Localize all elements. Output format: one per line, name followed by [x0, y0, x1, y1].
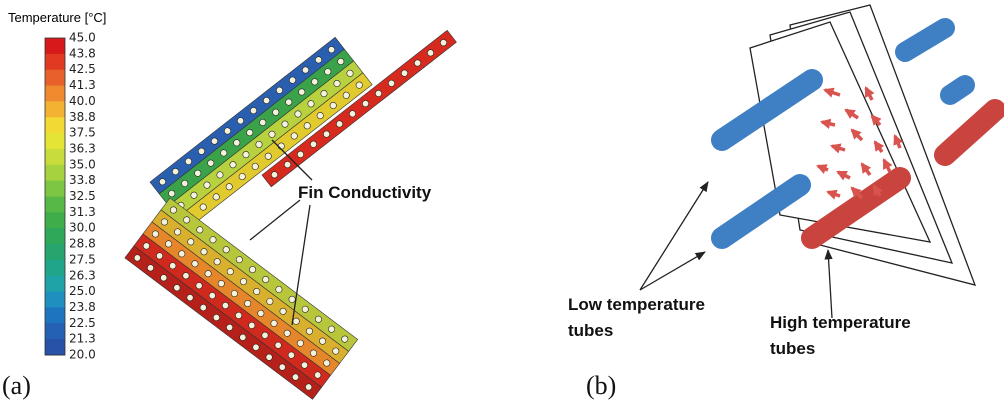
colorbar-tick: 45.0: [69, 31, 96, 45]
colorbar-band: [45, 276, 65, 292]
annotation: Fin Conductivity: [298, 183, 432, 202]
colorbar-tick: 26.3: [69, 268, 96, 282]
fin-arm: [125, 198, 358, 399]
colorbar-tick: 43.8: [69, 46, 96, 60]
colorbar-tick: 35.0: [69, 157, 96, 171]
panel-label: (a): [2, 371, 31, 400]
tube-low: [950, 85, 965, 95]
colorbar-tick: 42.5: [69, 62, 96, 76]
colorbar-band: [45, 323, 65, 339]
high-label: tubes: [770, 339, 815, 358]
tube-low: [905, 28, 945, 52]
colorbar-tick: 25.0: [69, 284, 96, 298]
colorbar-band: [45, 54, 65, 70]
colorbar-band: [45, 339, 65, 355]
colorbar-tick: 22.5: [69, 316, 96, 330]
colorbar-tick: 31.3: [69, 205, 96, 219]
figure: Temperature [°C] 45.043.8 42.5 41.3 40.0 38.…: [0, 0, 1004, 412]
tube-high: [945, 110, 995, 155]
colorbar-tick: 32.5: [69, 189, 96, 203]
colorbar-band: [45, 165, 65, 181]
colorbar-band: [45, 212, 65, 228]
colorbar-tick: 40.0: [69, 94, 96, 108]
colorbar-band: [45, 133, 65, 149]
colorbar-tick: 27.5: [69, 252, 96, 266]
panel-label: (b): [586, 371, 616, 400]
colorbar-tick: 36.3: [69, 141, 96, 155]
colorbar: 45.043.8 42.5 41.3 40.0 38.8 37.536.3 35.0 33.8…: [45, 31, 96, 362]
colorbar-tick: 23.8: [69, 300, 96, 314]
pointer: [640, 252, 705, 290]
colorbar-band: [45, 307, 65, 323]
colorbar-tick: 21.3: [69, 332, 96, 346]
colorbar-band: [45, 197, 65, 213]
heat-exchanger: [722, 5, 995, 285]
low-label: Low temperature: [568, 295, 705, 314]
colorbar-tick: 38.8: [69, 110, 96, 124]
colorbar-tick: 30.0: [69, 221, 96, 235]
annotation-line: [250, 200, 300, 240]
colorbar-band: [45, 260, 65, 276]
colorbar-tick: 41.3: [69, 78, 96, 92]
low-label: tubes: [568, 321, 613, 340]
colorbar-band: [45, 86, 65, 102]
colorbar-title: Temperature [°C]: [8, 10, 106, 25]
thermal-model: [125, 30, 457, 399]
colorbar-tick: 20.0: [69, 348, 96, 362]
colorbar-band: [45, 101, 65, 117]
colorbar-band: [45, 228, 65, 244]
high-label: High temperature: [770, 313, 911, 332]
colorbar-tick: 28.8: [69, 237, 96, 251]
colorbar-band: [45, 181, 65, 197]
colorbar-band: [45, 38, 65, 54]
colorbar-tick: 37.5: [69, 126, 96, 140]
pointer: [828, 250, 832, 318]
colorbar-tick: 33.8: [69, 173, 96, 187]
colorbar-band: [45, 244, 65, 260]
colorbar-band: [45, 149, 65, 165]
colorbar-band: [45, 117, 65, 133]
pointer: [640, 182, 708, 290]
colorbar-band: [45, 70, 65, 86]
colorbar-band: [45, 292, 65, 308]
fin-strip: [143, 222, 340, 375]
